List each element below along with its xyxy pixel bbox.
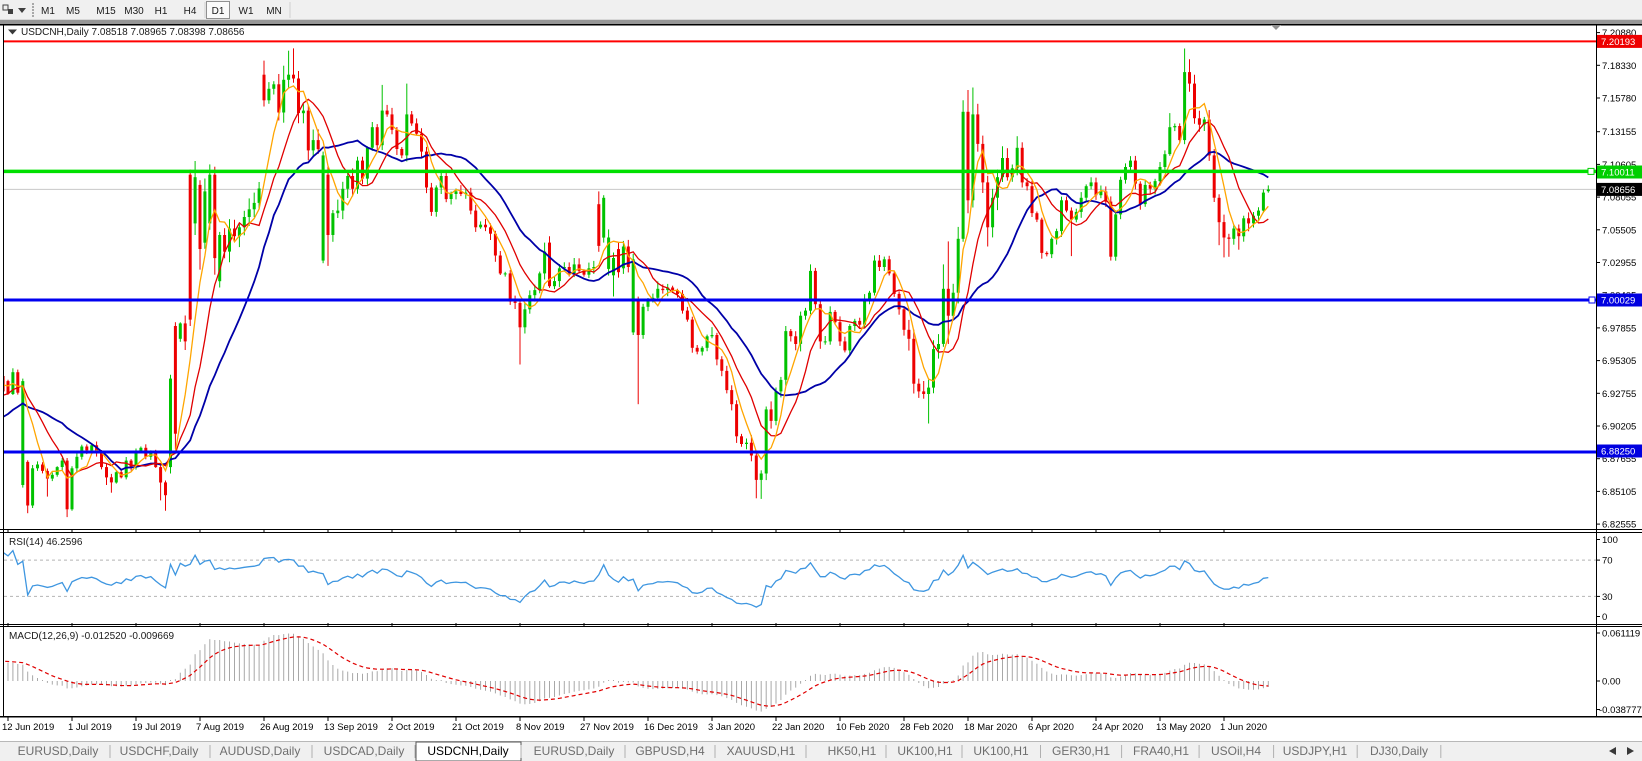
svg-text:7.20193: 7.20193 <box>1601 37 1635 48</box>
svg-text:2 Oct 2019: 2 Oct 2019 <box>388 722 434 733</box>
svg-text:EURUSD,Daily: EURUSD,Daily <box>534 744 615 758</box>
svg-text:H4: H4 <box>184 6 197 17</box>
svg-text:7.20880: 7.20880 <box>1602 28 1636 39</box>
svg-text:USDCNH,Daily 7.08518 7.08965: USDCNH,Daily 7.08518 7.08965 7.08398 7.0… <box>21 27 245 38</box>
svg-text:7.10011: 7.10011 <box>1601 168 1635 179</box>
svg-text:6.90205: 6.90205 <box>1602 422 1636 433</box>
svg-text:7.15780: 7.15780 <box>1602 94 1636 105</box>
svg-text:7.18330: 7.18330 <box>1602 61 1636 72</box>
svg-text:13 Sep 2019: 13 Sep 2019 <box>324 722 378 733</box>
svg-text:7.13155: 7.13155 <box>1602 127 1636 138</box>
svg-text:AUDUSD,Daily: AUDUSD,Daily <box>220 744 301 758</box>
svg-text:USDCHF,Daily: USDCHF,Daily <box>120 744 199 758</box>
svg-text:MN: MN <box>266 6 282 17</box>
svg-text:MACD(12,26,9) -0.012520 -0.009: MACD(12,26,9) -0.012520 -0.009669 <box>9 631 175 642</box>
svg-text:7 Aug 2019: 7 Aug 2019 <box>196 722 244 733</box>
svg-text:M15: M15 <box>96 6 116 17</box>
svg-text:RSI(14) 46.2596: RSI(14) 46.2596 <box>9 537 83 548</box>
svg-text:6.97855: 6.97855 <box>1602 323 1636 334</box>
svg-text:7.00029: 7.00029 <box>1601 296 1635 307</box>
svg-text:7.05505: 7.05505 <box>1602 225 1636 236</box>
svg-text:6.85105: 6.85105 <box>1602 487 1636 498</box>
svg-text:6.82555: 6.82555 <box>1602 520 1636 531</box>
svg-text:18 Mar 2020: 18 Mar 2020 <box>964 722 1017 733</box>
svg-text:1 Jul 2019: 1 Jul 2019 <box>68 722 112 733</box>
svg-text:GBPUSD,H4: GBPUSD,H4 <box>635 744 705 758</box>
svg-text:6.95305: 6.95305 <box>1602 356 1636 367</box>
svg-text:100: 100 <box>1602 535 1618 546</box>
svg-text:M5: M5 <box>66 6 80 17</box>
svg-text:W1: W1 <box>239 6 254 17</box>
svg-text:7.02955: 7.02955 <box>1602 258 1636 269</box>
svg-text:26 Aug 2019: 26 Aug 2019 <box>260 722 313 733</box>
svg-text:M30: M30 <box>124 6 144 17</box>
svg-text:22 Jan 2020: 22 Jan 2020 <box>772 722 824 733</box>
svg-text:27 Nov 2019: 27 Nov 2019 <box>580 722 634 733</box>
svg-text:FRA40,H1: FRA40,H1 <box>1133 744 1189 758</box>
svg-text:70: 70 <box>1602 556 1613 567</box>
svg-text:6.87655: 6.87655 <box>1602 454 1636 465</box>
svg-text:USOil,H4: USOil,H4 <box>1211 744 1261 758</box>
svg-text:0.00: 0.00 <box>1602 677 1621 688</box>
svg-text:28 Feb 2020: 28 Feb 2020 <box>900 722 953 733</box>
svg-text:USDCNH,Daily: USDCNH,Daily <box>427 744 508 758</box>
svg-text:7.10605: 7.10605 <box>1602 160 1636 171</box>
svg-text:6 Apr 2020: 6 Apr 2020 <box>1028 722 1074 733</box>
svg-text:0: 0 <box>1602 612 1607 623</box>
svg-text:13 May 2020: 13 May 2020 <box>1156 722 1211 733</box>
svg-text:XAUUSD,H1: XAUUSD,H1 <box>727 744 796 758</box>
svg-text:USDCAD,Daily: USDCAD,Daily <box>324 744 405 758</box>
svg-text:M1: M1 <box>41 6 55 17</box>
svg-text:19 Jul 2019: 19 Jul 2019 <box>132 722 181 733</box>
svg-text:USDJPY,H1: USDJPY,H1 <box>1283 744 1348 758</box>
svg-text:12 Jun 2019: 12 Jun 2019 <box>2 722 54 733</box>
svg-text:HK50,H1: HK50,H1 <box>828 744 877 758</box>
svg-text:30: 30 <box>1602 592 1613 603</box>
svg-text:DJ30,Daily: DJ30,Daily <box>1370 744 1428 758</box>
svg-text:16 Dec 2019: 16 Dec 2019 <box>644 722 698 733</box>
svg-text:H1: H1 <box>155 6 168 17</box>
svg-text:7.08055: 7.08055 <box>1602 193 1636 204</box>
svg-text:6.88250: 6.88250 <box>1601 447 1635 458</box>
svg-text:GER30,H1: GER30,H1 <box>1052 744 1110 758</box>
svg-text:3 Jan 2020: 3 Jan 2020 <box>708 722 755 733</box>
svg-text:UK100,H1: UK100,H1 <box>973 744 1029 758</box>
svg-text:1 Jun 2020: 1 Jun 2020 <box>1220 722 1267 733</box>
svg-text:-0.038777: -0.038777 <box>1599 705 1642 716</box>
svg-text:21 Oct 2019: 21 Oct 2019 <box>452 722 504 733</box>
svg-text:UK100,H1: UK100,H1 <box>897 744 953 758</box>
svg-text:EURUSD,Daily: EURUSD,Daily <box>18 744 99 758</box>
svg-text:10 Feb 2020: 10 Feb 2020 <box>836 722 889 733</box>
svg-text:D1: D1 <box>212 6 225 17</box>
svg-text:6.92755: 6.92755 <box>1602 389 1636 400</box>
svg-text:0.061119: 0.061119 <box>1602 629 1640 640</box>
svg-text:8 Nov 2019: 8 Nov 2019 <box>516 722 565 733</box>
svg-text:7.08656: 7.08656 <box>1601 185 1635 196</box>
svg-text:24 Apr 2020: 24 Apr 2020 <box>1092 722 1143 733</box>
